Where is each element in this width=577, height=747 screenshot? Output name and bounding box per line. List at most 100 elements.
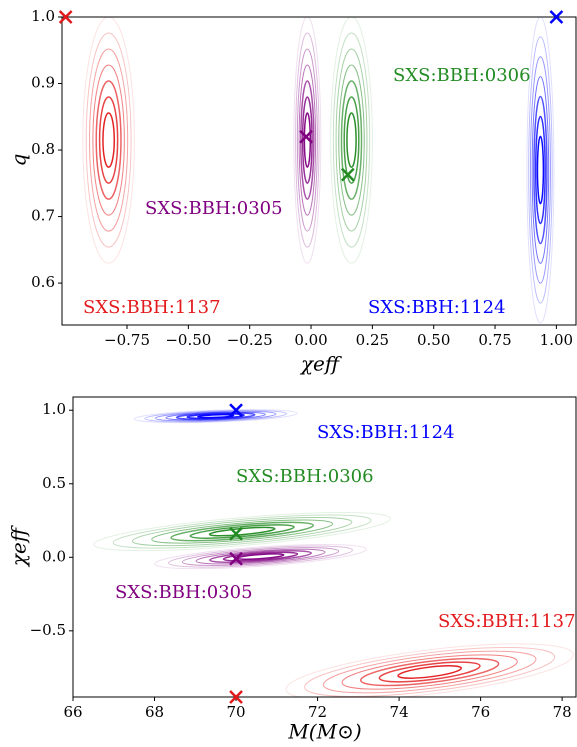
x-tick-label: 76	[471, 703, 490, 721]
contour-level	[209, 550, 313, 564]
contour-level	[154, 543, 367, 570]
contour	[526, 17, 555, 324]
x-axis-label: χeff	[299, 352, 343, 376]
contour-level	[330, 17, 373, 264]
contour-level	[175, 412, 256, 421]
contour-level	[131, 516, 353, 547]
contour-level	[85, 32, 132, 248]
x-tick-label: 72	[308, 703, 327, 721]
x-tick-label: 78	[553, 703, 572, 721]
plot-area	[82, 17, 555, 324]
marker	[229, 551, 243, 566]
x-tick-label: 1.00	[540, 331, 573, 349]
contour	[285, 643, 574, 697]
contour-level	[343, 96, 360, 184]
contour-level	[133, 409, 298, 424]
contour-level	[189, 524, 295, 539]
marker	[229, 690, 243, 704]
x-tick-label: 0.00	[294, 331, 327, 349]
contour-level	[293, 17, 322, 264]
contour-level	[346, 112, 357, 168]
contour-level	[533, 95, 548, 245]
series-label: SXS:BBH:0306	[236, 466, 374, 487]
x-tick-label: 0.25	[356, 331, 389, 349]
contour-level	[112, 514, 372, 549]
plot-area	[93, 409, 574, 697]
contour	[154, 543, 367, 570]
contour-level	[144, 409, 288, 423]
y-tick-label: 0.6	[31, 273, 55, 291]
x-axis-label: M(M⊙)	[287, 720, 361, 744]
contour-level	[529, 56, 551, 284]
contour-level	[340, 80, 363, 200]
contour-level	[82, 17, 135, 264]
contour-level	[526, 17, 555, 324]
contour-level	[378, 661, 481, 683]
contour-level	[531, 76, 550, 264]
x-tick-label: 66	[63, 703, 82, 721]
contour-level	[298, 64, 317, 216]
contour-level	[335, 48, 368, 232]
contour-level	[92, 64, 125, 216]
x-tick-label: 0.75	[478, 331, 511, 349]
contour-level	[300, 80, 315, 200]
x-tick-label: 74	[390, 703, 409, 721]
contour-level	[359, 657, 500, 687]
series-label: SXS:BBH:1124	[368, 297, 506, 318]
contour-level	[95, 80, 122, 200]
contour	[133, 409, 298, 424]
chart-panel: −0.75 −0.50 −0.25 0.00 0.25 0.50 0.75 1.00 0.6 0.…	[7, 7, 577, 376]
contour-level	[195, 548, 326, 565]
marker	[340, 167, 355, 182]
marker	[549, 10, 564, 24]
contour-level	[322, 650, 537, 694]
y-tick-label: 0.0	[42, 547, 66, 565]
y-tick-label: 0.5	[42, 474, 66, 492]
x-tick-label: −0.75	[104, 331, 150, 349]
y-axis-label: q	[7, 154, 31, 167]
contour-level	[186, 413, 245, 420]
contour	[93, 512, 391, 552]
contour	[293, 17, 322, 264]
contour-level	[98, 96, 119, 184]
x-tick-label: −0.25	[227, 331, 273, 349]
series-label: SXS:BBH:1137	[83, 297, 221, 318]
contour-level	[285, 643, 574, 697]
contour-level	[222, 551, 299, 562]
y-tick-label: −0.5	[30, 621, 66, 639]
axes-frame	[61, 16, 577, 326]
contour	[330, 17, 373, 264]
series-label: SXS:BBH:0306	[393, 65, 531, 86]
contour-level	[170, 521, 315, 542]
contour-level	[151, 519, 334, 544]
marker	[299, 129, 314, 144]
series-label: SXS:BBH:0305	[145, 198, 283, 219]
contour-level	[181, 547, 340, 566]
axes-frame	[72, 396, 577, 698]
contour-level	[168, 545, 353, 568]
contour-level	[93, 512, 391, 552]
contour-level	[102, 112, 116, 168]
y-tick-label: 1.0	[31, 7, 55, 25]
contour-level	[332, 32, 371, 248]
contour-level	[165, 411, 266, 421]
contour-level	[341, 654, 518, 690]
x-tick-label: −0.50	[165, 331, 211, 349]
contour-level	[338, 64, 365, 216]
contour-level	[154, 410, 277, 422]
y-tick-label: 0.7	[31, 207, 55, 225]
y-tick-label: 1.0	[42, 400, 66, 418]
contour-level	[89, 48, 129, 232]
series-label: SXS:BBH:0305	[115, 582, 253, 603]
contour-level	[397, 665, 463, 679]
contour	[82, 17, 135, 264]
y-tick-label: 0.9	[31, 74, 55, 92]
x-tick-label: 0.50	[417, 331, 450, 349]
contour-level	[534, 115, 546, 225]
contour-level	[295, 32, 320, 248]
marker	[58, 10, 73, 24]
marker	[229, 526, 243, 541]
x-tick-label: 68	[145, 703, 164, 721]
series-label: SXS:BBH:1124	[317, 422, 455, 443]
